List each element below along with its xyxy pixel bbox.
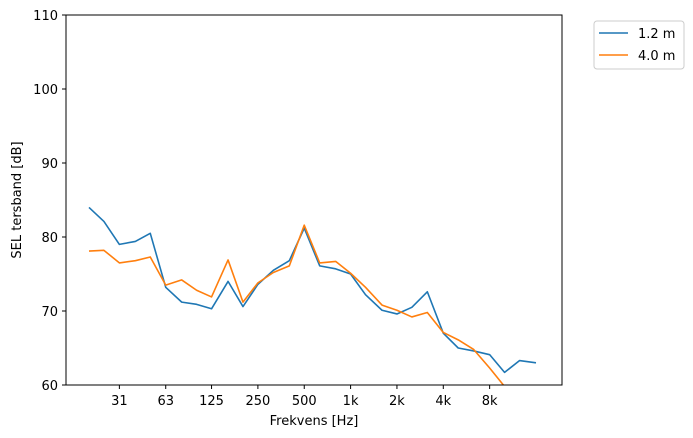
x-tick-label: 8k xyxy=(482,394,498,409)
y-tick-label: 60 xyxy=(41,379,58,394)
x-tick-label: 63 xyxy=(157,394,174,409)
series-layer xyxy=(88,206,537,385)
x-tick-label: 4k xyxy=(435,394,451,409)
y-tick-label: 100 xyxy=(33,83,58,98)
x-tick-label: 250 xyxy=(245,394,270,409)
y-tick-label: 80 xyxy=(41,231,58,246)
x-tick-label: 500 xyxy=(292,394,317,409)
series-line-2 xyxy=(88,224,505,385)
x-axis-title: Frekvens [Hz] xyxy=(270,414,359,429)
plot-frame xyxy=(65,14,563,386)
legend: 1.2 m 4.0 m xyxy=(593,20,685,70)
y-tick-label: 110 xyxy=(33,9,58,24)
y-tick-label: 90 xyxy=(41,157,58,172)
series-line-1 xyxy=(88,206,537,374)
y-tick-label: 70 xyxy=(41,305,58,320)
x-axis: 31 63 125 250 500 1k 2k 4k 8k xyxy=(111,385,498,409)
y-axis: 60 70 80 90 100 110 xyxy=(33,9,66,394)
legend-label-series-1: 1.2 m xyxy=(638,27,675,42)
x-tick-label: 1k xyxy=(343,394,359,409)
x-tick-label: 2k xyxy=(389,394,405,409)
y-axis-title: SEL tersband [dB] xyxy=(10,141,25,258)
x-tick-label: 125 xyxy=(199,394,224,409)
x-tick-label: 31 xyxy=(111,394,128,409)
legend-label-series-2: 4.0 m xyxy=(638,49,675,64)
